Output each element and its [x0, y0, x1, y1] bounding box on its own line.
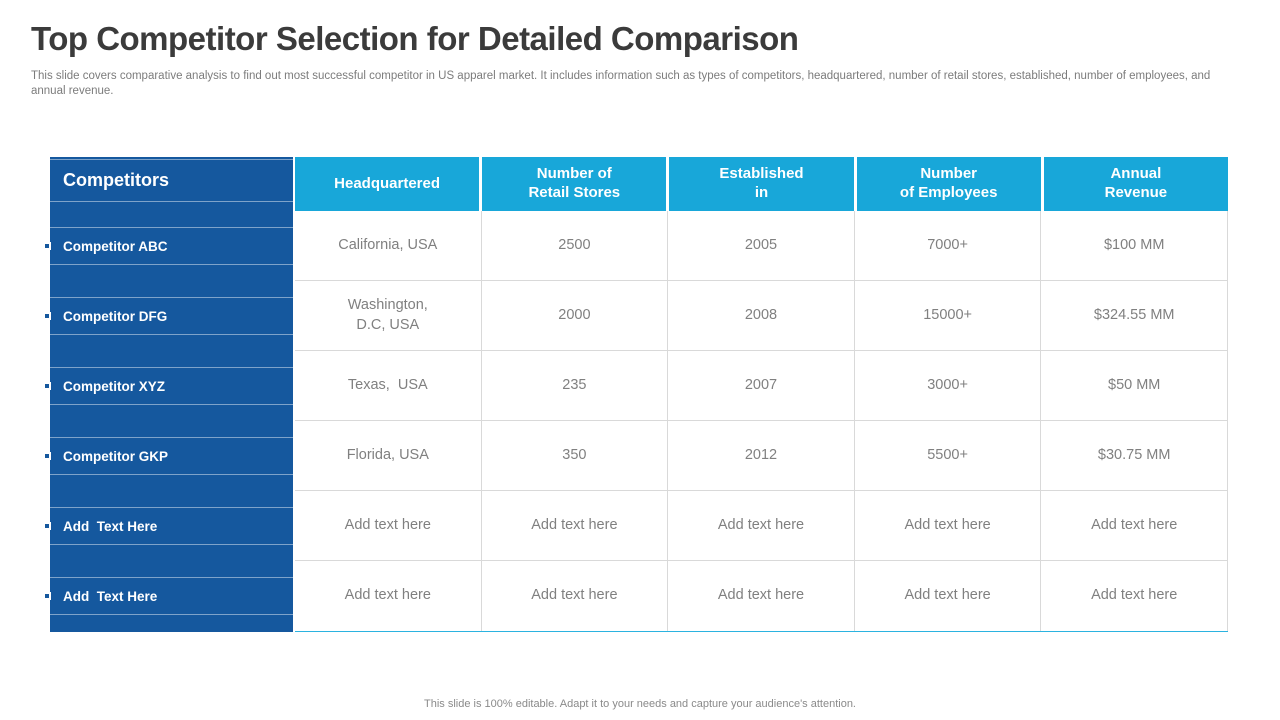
bullet-square-icon — [43, 592, 51, 600]
sidebar-item-add-text-2: Add Text Here — [43, 577, 293, 615]
sidebar-header-label: Competitors — [63, 170, 170, 190]
table-cell: California, USA — [295, 211, 482, 281]
table-cell: Add text here — [668, 491, 855, 561]
bullet-square-icon — [43, 312, 51, 320]
sidebar-item-label: Add Text Here — [63, 588, 158, 604]
table-cell: Add text here — [481, 561, 669, 631]
slide-description: This slide covers comparative analysis t… — [31, 70, 1211, 98]
sidebar-header: Competitors — [50, 159, 293, 202]
table-cell: 15000+ — [854, 281, 1042, 351]
table-cell: Add text here — [481, 491, 669, 561]
table-cell: Add text here — [1041, 561, 1228, 631]
sidebar-item-label: Competitor XYZ — [63, 378, 166, 394]
table-cell: Add text here — [854, 561, 1042, 631]
column-header-headquartered: Headquartered — [295, 157, 480, 211]
table-cell: 2500 — [481, 211, 669, 281]
table-cell: 350 — [481, 421, 669, 491]
table-cell: Texas, USA — [295, 351, 482, 421]
sidebar-item-competitor-gkp: Competitor GKP — [43, 437, 293, 475]
table-body: California, USA 2500 2005 7000+ $100 MM … — [295, 211, 1228, 632]
bullet-square-icon — [43, 522, 51, 530]
table-cell: 2008 — [668, 281, 855, 351]
table-cell: Add text here — [295, 561, 482, 631]
table-cell: 2012 — [668, 421, 855, 491]
slide-footer-note: This slide is 100% editable. Adapt it to… — [424, 698, 856, 710]
table-cell: $50 MM — [1041, 351, 1228, 421]
competitors-sidebar: Competitors Competitor ABC Competitor DF… — [43, 157, 293, 632]
competitor-comparison-table: Competitors Competitor ABC Competitor DF… — [43, 157, 1228, 632]
sidebar-item-label: Competitor ABC — [63, 238, 168, 254]
column-header-established: Established in — [669, 157, 854, 211]
table-cell: 5500+ — [854, 421, 1042, 491]
bullet-square-icon — [43, 382, 51, 390]
sidebar-item-label: Add Text Here — [63, 518, 158, 534]
sidebar-item-label: Competitor GKP — [63, 448, 169, 464]
table-cell: 2005 — [668, 211, 855, 281]
table-cell: Add text here — [668, 561, 855, 631]
table-cell: $30.75 MM — [1041, 421, 1228, 491]
table-cell: 3000+ — [854, 351, 1042, 421]
bullet-square-icon — [43, 242, 51, 250]
sidebar-item-competitor-xyz: Competitor XYZ — [43, 367, 293, 405]
sidebar-item-label: Competitor DFG — [63, 308, 168, 324]
sidebar-item-competitor-abc: Competitor ABC — [43, 227, 293, 265]
column-header-retail-stores: Number of Retail Stores — [482, 157, 667, 211]
table-cell: 2007 — [668, 351, 855, 421]
bullet-square-icon — [43, 452, 51, 460]
table-cell: $100 MM — [1041, 211, 1228, 281]
table-cell: Florida, USA — [295, 421, 482, 491]
table-cell: $324.55 MM — [1041, 281, 1228, 351]
page-title: Top Competitor Selection for Detailed Co… — [31, 20, 799, 57]
column-header-annual-revenue: Annual Revenue — [1043, 157, 1228, 211]
table-cell: 235 — [481, 351, 669, 421]
table-cell: Add text here — [295, 491, 482, 561]
table-cell: 2000 — [481, 281, 669, 351]
table-header-row: Headquartered Number of Retail Stores Es… — [295, 157, 1228, 211]
table-cell: Add text here — [1041, 491, 1228, 561]
table-cell: Washington, D.C, USA — [295, 281, 482, 351]
table-cell: 7000+ — [854, 211, 1042, 281]
table-cell: Add text here — [854, 491, 1042, 561]
sidebar-item-add-text-1: Add Text Here — [43, 507, 293, 545]
column-header-employees: Number of Employees — [856, 157, 1041, 211]
sidebar-item-competitor-dfg: Competitor DFG — [43, 297, 293, 335]
